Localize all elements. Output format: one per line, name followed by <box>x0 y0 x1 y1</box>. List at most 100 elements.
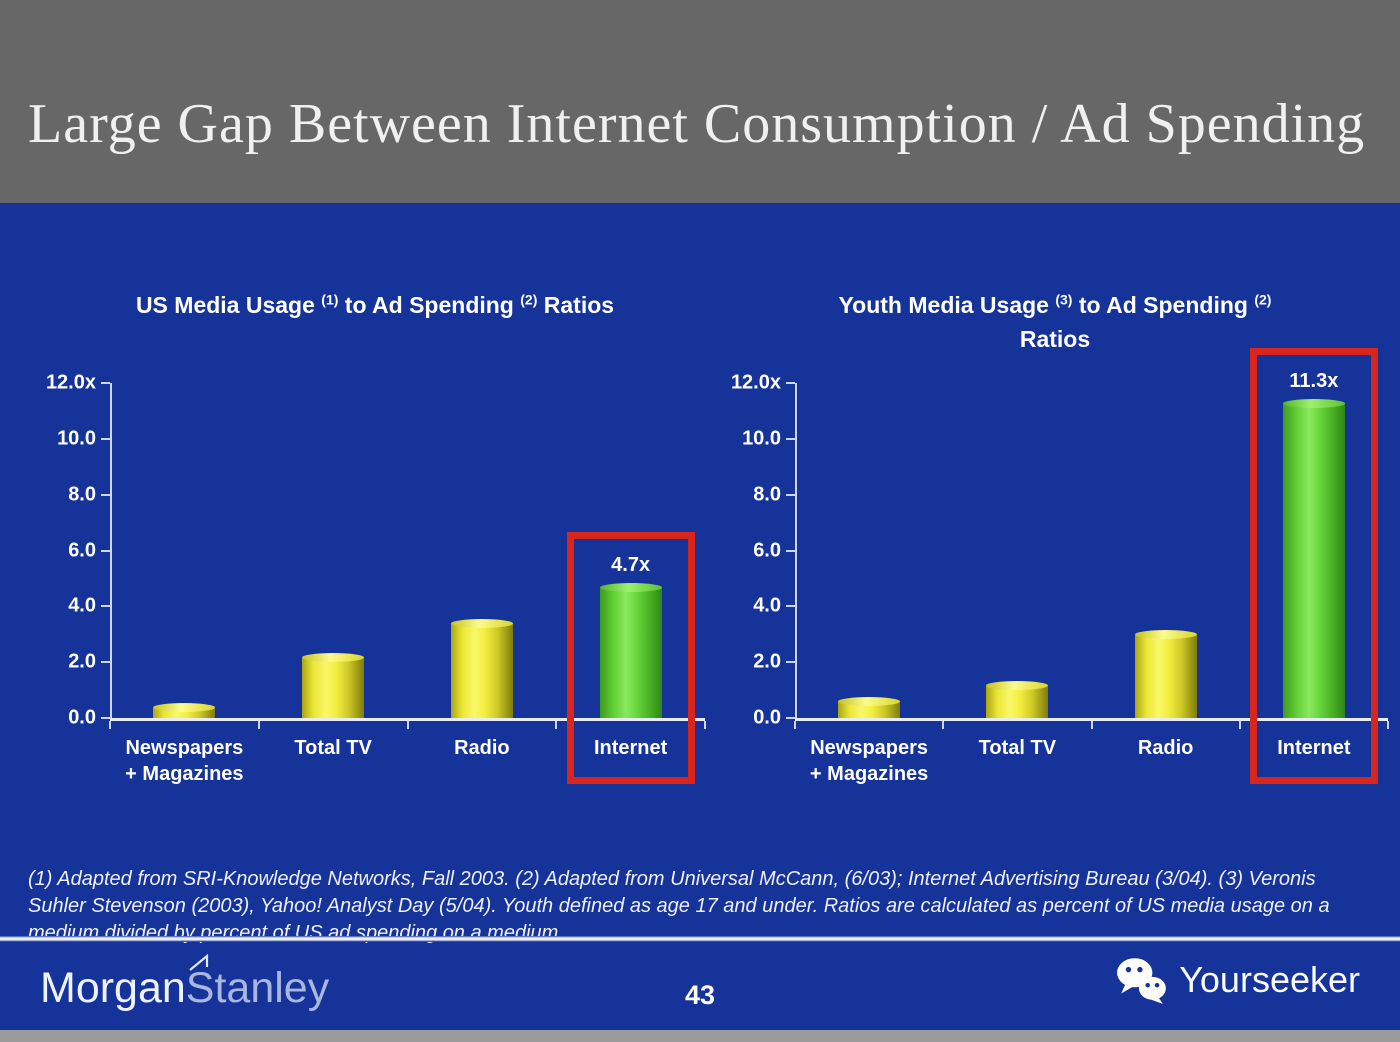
y-axis-tick <box>101 717 110 719</box>
bar-newspapers <box>838 697 901 718</box>
bar-cap <box>1282 398 1345 408</box>
y-tick-label: 10.0 <box>57 427 96 450</box>
footer-divider <box>0 936 1400 942</box>
chart-title-left: US Media Usage (1) to Ad Spending (2) Ra… <box>30 288 720 322</box>
x-axis-tick <box>257 721 260 729</box>
brand-morgan: Morgan <box>40 964 186 1012</box>
title-superscript: (2) <box>520 291 538 308</box>
y-axis-tick <box>786 437 795 440</box>
category-label-line: Internet <box>1277 737 1351 759</box>
y-axis-tick <box>786 717 795 719</box>
footnote: (1) Adapted from SRI-Knowledge Networks,… <box>28 868 1330 944</box>
bar-cap <box>450 619 513 629</box>
x-axis-tick <box>794 721 796 729</box>
x-axis-tick <box>704 721 706 729</box>
y-axis-tick <box>101 549 110 552</box>
y-tick-label: 2.0 <box>68 650 96 673</box>
x-axis-tick <box>1387 721 1389 729</box>
bar-internet <box>599 582 662 718</box>
chart-us-media-usage: US Media Usage (1) to Ad Spending (2) Ra… <box>30 270 720 815</box>
wechat-icon <box>1117 958 1167 1004</box>
title-superscript: (1) <box>321 291 339 308</box>
highlight-box <box>566 531 695 784</box>
category-label-total-tv: Total TV <box>221 735 445 761</box>
slide-footer: MorganStanley 43 Yourseeker <box>0 942 1400 1030</box>
slide-header: Large Gap Between Internet Consumption /… <box>0 0 1400 203</box>
title-superscript: (3) <box>1055 291 1073 308</box>
bar-newspapers <box>153 702 216 718</box>
y-tick-label: 4.0 <box>753 594 781 617</box>
y-axis-tick <box>101 493 110 496</box>
x-axis-tick <box>109 721 111 729</box>
bar-cap <box>599 582 662 592</box>
category-label-line: Radio <box>1137 737 1194 759</box>
morgan-stanley-logo: MorganStanley <box>40 954 330 1013</box>
category-label-newspapers: Newspapers + Magazines <box>72 735 296 787</box>
y-tick-label: 12.0x <box>730 371 781 394</box>
title-text: to Ad Spending <box>1072 292 1255 318</box>
category-label-line: Newspapers <box>810 737 929 759</box>
x-axis-tick <box>406 721 409 729</box>
y-tick-label: 4.0 <box>68 594 96 617</box>
bar-radio <box>450 619 513 718</box>
title-text: to Ad Spending <box>338 292 521 318</box>
bar-cap <box>302 652 365 662</box>
category-label-line: Internet <box>593 737 668 759</box>
y-axis-tick <box>786 549 795 552</box>
title-text: Youth Media Usage <box>838 292 1056 318</box>
category-label-internet: Internet <box>1202 735 1400 761</box>
y-axis-tick <box>786 661 795 664</box>
y-tick-label: 6.0 <box>68 539 96 561</box>
bar-cap <box>153 702 216 712</box>
category-label-line: Total TV <box>978 737 1057 759</box>
page-number: 43 <box>684 980 716 1010</box>
bar-internet <box>1282 398 1345 718</box>
title-text: US Media Usage <box>135 292 322 318</box>
y-tick-label: 6.0 <box>753 539 781 561</box>
y-axis-line <box>795 383 797 718</box>
category-label-newspapers: Newspapers + Magazines <box>757 735 981 787</box>
brand-stanley: Stanley <box>185 964 330 1012</box>
highlight-box <box>1249 347 1378 784</box>
category-label-line: + Magazines <box>809 763 929 785</box>
x-axis-line <box>795 718 1388 721</box>
title-text: Ratios <box>1019 326 1091 352</box>
y-axis-tick <box>101 661 110 664</box>
category-label-line: Radio <box>454 737 510 759</box>
x-axis-tick <box>1090 721 1093 729</box>
x-axis-tick <box>942 721 945 729</box>
y-axis-tick <box>101 382 110 384</box>
bar-total-tv <box>302 652 365 718</box>
bottom-strip <box>0 1030 1400 1042</box>
bar-value-label: 4.7x <box>611 553 651 576</box>
y-axis-tick <box>786 605 795 608</box>
chart-title-right: Youth Media Usage (3) to Ad Spending (2)… <box>710 288 1400 356</box>
x-axis-tick <box>1238 721 1241 729</box>
category-label-line: Newspapers <box>125 737 244 759</box>
y-tick-label: 8.0 <box>753 483 781 506</box>
bar-value-label: 11.3x <box>1289 369 1339 392</box>
y-axis-tick <box>101 605 110 608</box>
category-label-radio: Radio <box>1054 735 1278 761</box>
y-tick-label: 2.0 <box>753 650 781 673</box>
category-label-line: + Magazines <box>125 763 244 785</box>
category-label-total-tv: Total TV <box>905 735 1129 761</box>
category-label-radio: Radio <box>370 735 594 761</box>
x-axis-tick <box>555 721 558 729</box>
bar-cap <box>838 697 901 707</box>
y-axis-line <box>110 383 112 718</box>
y-tick-label: 0.0 <box>753 706 781 729</box>
morgan-stanley-flag-icon <box>189 954 209 971</box>
bar-cap <box>1134 630 1197 640</box>
chart-youth-media-usage: Youth Media Usage (3) to Ad Spending (2)… <box>710 270 1400 815</box>
chart-plot-left: 0.0 2.0 4.0 6.0 8.0 10.0 12.0x Newspapers + Maga… <box>30 270 720 815</box>
bar-radio <box>1134 630 1197 718</box>
title-superscript: (2) <box>1254 291 1272 308</box>
bar-total-tv <box>986 680 1049 718</box>
bar-cap <box>986 680 1049 690</box>
y-axis-tick <box>786 382 795 384</box>
yourseeker-label: Yourseeker <box>1179 959 1360 1000</box>
y-tick-label: 0.0 <box>68 706 96 729</box>
category-label-internet: Internet <box>519 735 743 761</box>
